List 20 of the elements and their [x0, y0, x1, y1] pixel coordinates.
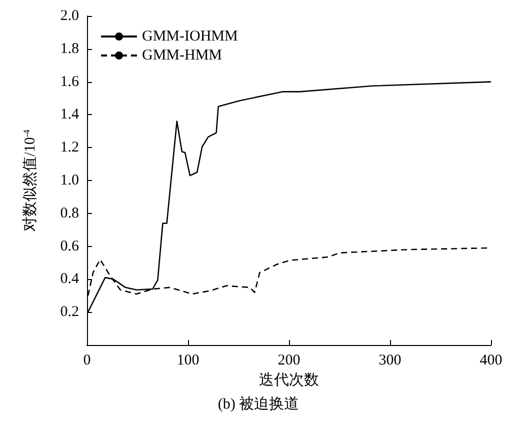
x-tick-label: 100	[176, 352, 200, 368]
x-tick-label: 400	[480, 352, 502, 368]
y-axis-title: 对数似然值/10-4	[22, 129, 38, 232]
x-tick-label: 300	[378, 352, 402, 368]
y-tick-label: 1.4	[60, 106, 80, 123]
x-tick-label: 200	[278, 352, 300, 368]
y-tick-label: 1.8	[60, 40, 79, 57]
legend-label: GMM-IOHMM	[142, 28, 238, 44]
legend-label: GMM-HMM	[142, 48, 222, 64]
y-tick-label: 1.0	[60, 172, 79, 188]
y-tick-label: 0.4	[60, 271, 80, 288]
x-tick-label: 0	[83, 352, 91, 368]
y-tick-label: 1.2	[60, 140, 79, 156]
y-tick-label: 0.2	[60, 304, 79, 320]
y-tick-label: 1.6	[60, 74, 80, 90]
y-tick-label: 0.6	[60, 238, 80, 254]
x-axis-title: 迭代次数	[259, 372, 319, 388]
y-tick-label: 2.0	[60, 8, 79, 24]
y-tick-label: 0.8	[60, 205, 79, 222]
text: (b) 被迫换道	[218, 396, 300, 412]
